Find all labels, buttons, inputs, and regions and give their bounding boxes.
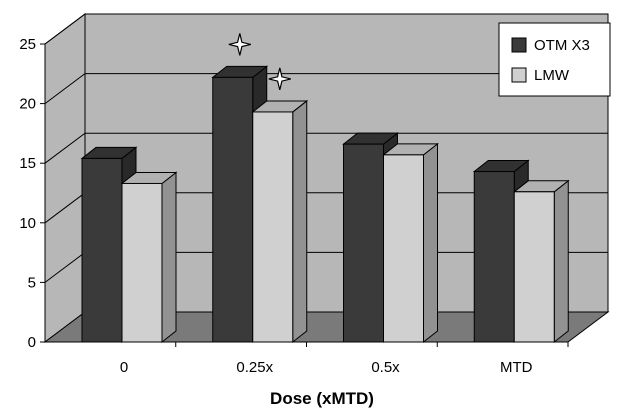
- gridline: [44, 13, 608, 45]
- x-tick-label: 0.5x: [371, 359, 400, 376]
- annotations: [228, 33, 291, 91]
- bar: [383, 154, 424, 343]
- bar-side: [553, 179, 569, 344]
- bar: [513, 191, 555, 343]
- bar-side: [161, 171, 177, 344]
- y-tick-label: 0: [28, 334, 36, 351]
- y-tick-label: 15: [19, 155, 36, 172]
- bar: [81, 157, 123, 343]
- legend-label-otm-x3: OTM X3: [534, 37, 590, 54]
- bar-side: [423, 142, 438, 344]
- bar: [473, 171, 515, 343]
- bar: [343, 143, 384, 343]
- gridline: [44, 132, 608, 164]
- legend-label-lmw: LMW: [534, 67, 570, 84]
- y-axis: 0 5 10 15 20 25: [19, 36, 46, 351]
- x-tick-label: 0: [120, 359, 128, 376]
- x-axis: 0 0.25x 0.5x MTD: [45, 341, 569, 376]
- side-wall: [44, 13, 86, 343]
- bar-side: [292, 99, 308, 344]
- legend-swatch-lmw: [511, 67, 527, 83]
- x-tick-label: 0.25x: [236, 359, 273, 376]
- bars: [80, 65, 570, 344]
- bar: [252, 111, 294, 343]
- x-tick-label: MTD: [500, 359, 533, 376]
- gridline: [44, 73, 608, 104]
- star-annotation: [268, 67, 291, 91]
- legend-swatch-otm-x3: [511, 37, 527, 53]
- y-tick-label: 20: [19, 96, 36, 113]
- legend-box: [498, 22, 611, 97]
- y-tick-label: 10: [19, 215, 36, 232]
- bar: [212, 76, 254, 343]
- x-axis-label: Dose (xMTD): [270, 389, 374, 408]
- y-tick-label: 5: [28, 274, 36, 291]
- y-tick-label: 25: [19, 36, 36, 53]
- legend: OTM X3 LMW: [498, 22, 611, 97]
- star-annotation: [228, 33, 251, 56]
- bar: [121, 182, 163, 343]
